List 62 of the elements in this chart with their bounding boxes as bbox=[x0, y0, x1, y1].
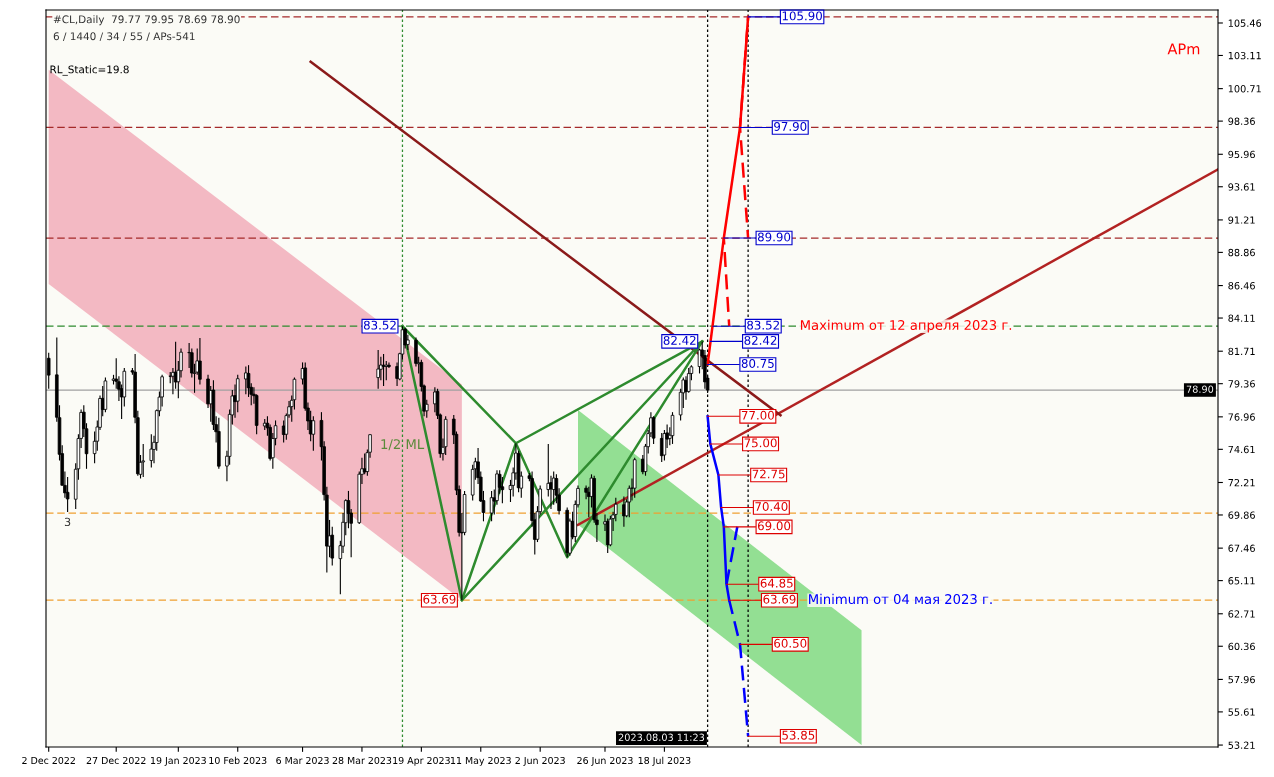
y-tick-label: 84.11 bbox=[1228, 314, 1255, 322]
y-tick-label: 62.71 bbox=[1228, 610, 1255, 618]
y-tick-label: 105.46 bbox=[1228, 19, 1262, 27]
annotation: 89.90 bbox=[757, 232, 791, 242]
y-tick-label: 93.61 bbox=[1228, 183, 1255, 191]
x-tick-label: 2 Jun 2023 bbox=[515, 756, 565, 766]
annotation: 83.52 bbox=[747, 320, 779, 330]
annotation: 53.85 bbox=[782, 730, 815, 740]
annotation: RL_Static=19.8 bbox=[50, 65, 129, 76]
annotation: 63.69 bbox=[763, 594, 796, 604]
y-tick-label: 79.36 bbox=[1228, 380, 1255, 388]
annotation: Minimum от 04 мая 2023 г. bbox=[809, 593, 992, 605]
annotation: 105.90 bbox=[782, 11, 822, 21]
annotation: 3 bbox=[64, 517, 71, 527]
x-tick-label: 6 Mar 2023 bbox=[276, 756, 329, 765]
y-tick-label: 67.46 bbox=[1228, 544, 1255, 552]
annotation: 72.75 bbox=[752, 469, 785, 479]
y-tick-label: 91.21 bbox=[1228, 216, 1255, 224]
x-tick-label: 10 Feb 2023 bbox=[209, 756, 267, 765]
annotation: 63.69 bbox=[423, 594, 456, 604]
ref-line-label: 78.90 bbox=[1186, 385, 1214, 393]
y-tick-label: 95.96 bbox=[1228, 150, 1255, 159]
ref-line-label: 2023.08.03 11:23 bbox=[618, 733, 705, 741]
x-tick-label: 2 Dec 2022 bbox=[22, 756, 75, 765]
annotation: 1/2 ML bbox=[381, 439, 425, 451]
annotation: 64.85 bbox=[760, 578, 793, 588]
text: 6 / 1440 / 34 / 55 / APs-541 bbox=[53, 32, 195, 41]
chart-title: #CL,Daily 79.77 79.95 78.69 78.90 bbox=[53, 15, 240, 26]
annotation: 70.40 bbox=[755, 502, 788, 511]
x-tick-label: 19 Jan 2023 bbox=[151, 756, 206, 766]
annotation: 60.50 bbox=[774, 638, 807, 648]
y-tick-label: 76.96 bbox=[1228, 413, 1255, 421]
x-tick-label: 27 Dec 2022 bbox=[86, 756, 146, 765]
annotation: 83.52 bbox=[363, 320, 396, 330]
y-tick-label: 65.11 bbox=[1228, 577, 1255, 585]
y-tick-label: 100.71 bbox=[1228, 85, 1261, 93]
y-tick-label: 74.61 bbox=[1228, 445, 1255, 454]
annotation: 75.00 bbox=[744, 438, 777, 448]
x-tick-label: 11 May 2023 bbox=[451, 756, 511, 766]
y-tick-label: 60.36 bbox=[1228, 642, 1255, 651]
y-tick-label: 55.61 bbox=[1228, 708, 1255, 716]
annotation: Maximum от 12 апреля 2023 г. bbox=[800, 319, 1012, 333]
y-tick-label: 98.36 bbox=[1228, 117, 1255, 125]
y-tick-label: 53.21 bbox=[1228, 741, 1255, 749]
y-tick-label: 72.21 bbox=[1228, 478, 1255, 487]
y-tick-label: 86.46 bbox=[1228, 282, 1255, 290]
annotation: APm bbox=[1167, 43, 1200, 55]
x-tick-label: 19 Apr 2023 bbox=[393, 756, 450, 766]
y-tick-label: 69.86 bbox=[1228, 511, 1255, 519]
annotation: 82.42 bbox=[663, 335, 696, 345]
x-tick-label: 26 Jun 2023 bbox=[577, 756, 633, 766]
y-tick-label: 57.96 bbox=[1228, 675, 1255, 684]
y-tick-label: 81.71 bbox=[1228, 347, 1255, 356]
annotation: 97.90 bbox=[774, 121, 807, 131]
annotation: 82.42 bbox=[744, 335, 777, 345]
annotation: 77.00 bbox=[741, 410, 774, 420]
y-tick-label: 103.11 bbox=[1228, 51, 1261, 60]
annotation: 80.75 bbox=[741, 358, 774, 368]
x-tick-label: 28 Mar 2023 bbox=[332, 756, 392, 765]
annotation: 69.00 bbox=[757, 521, 791, 531]
x-tick-label: 18 Jul 2023 bbox=[638, 756, 691, 766]
y-tick-label: 88.86 bbox=[1228, 248, 1255, 257]
